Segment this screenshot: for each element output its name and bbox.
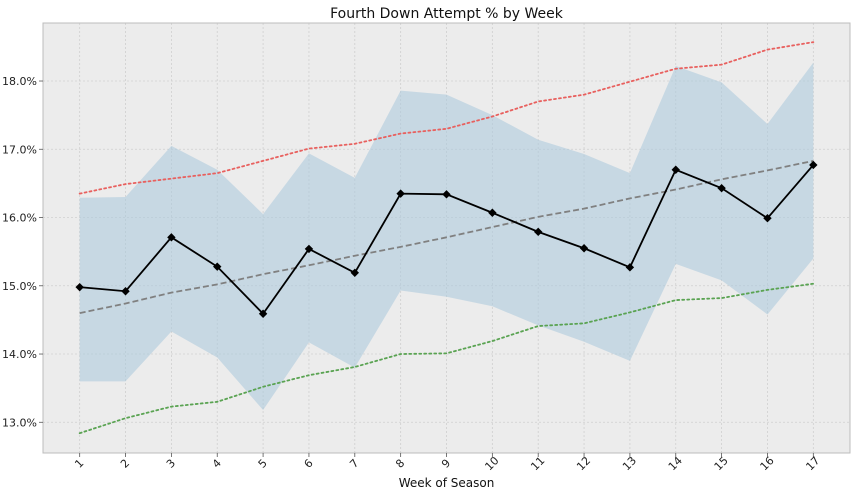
data-point-marker [442, 190, 451, 199]
x-tick-label: 17 [803, 454, 822, 473]
x-tick-label: 10 [482, 454, 501, 473]
data-point-marker [350, 268, 359, 278]
x-tick-label: 9 [439, 457, 453, 471]
y-tick-label: 17.0% [2, 143, 37, 156]
x-tick-label: 14 [666, 454, 685, 473]
x-tick-label: 15 [712, 454, 731, 473]
confidence-band [79, 62, 814, 410]
data-point-marker [213, 262, 222, 271]
confidence-band-layer [79, 62, 814, 410]
y-tick-label: 13.0% [2, 416, 37, 429]
x-axis-label: Week of Season [399, 476, 495, 490]
x-tick-label: 3 [164, 457, 178, 471]
data-point-marker [579, 244, 589, 253]
x-tick-label: 4 [210, 457, 224, 471]
x-tick-label: 7 [347, 457, 361, 471]
trend-line [79, 159, 814, 314]
data-point-marker [488, 208, 497, 217]
y-tick-label: 15.0% [2, 280, 37, 293]
data-point-marker [258, 309, 268, 318]
x-tick-label: 6 [302, 457, 316, 471]
x-tick-label: 5 [256, 457, 270, 471]
y-tick-label: 18.0% [2, 75, 37, 88]
lower-bound-line [78, 282, 815, 435]
data-point-marker [763, 214, 772, 223]
y-tick-label: 14.0% [2, 348, 37, 361]
data-point-marker [809, 160, 818, 170]
x-tick-label: 11 [528, 454, 547, 473]
x-tick-label: 2 [118, 457, 132, 471]
data-point-marker [167, 233, 176, 242]
x-tick-label: 1 [72, 457, 86, 471]
data-point-marker [304, 244, 314, 254]
data-point-marker [671, 165, 680, 174]
upper-bound-line [78, 41, 815, 195]
chart-title: Fourth Down Attempt % by Week [330, 6, 564, 22]
x-tick-label: 12 [574, 454, 593, 473]
data-point-marker [396, 189, 405, 198]
data-point-marker [625, 263, 635, 272]
y-tick-label: 16.0% [2, 212, 37, 225]
data-point-marker [534, 227, 543, 237]
data-point-marker [717, 183, 726, 193]
data-point-marker [75, 282, 84, 292]
x-tick-label: 16 [758, 454, 777, 473]
x-tick-label: 8 [393, 457, 407, 471]
series-markers-layer [75, 160, 818, 318]
x-tick-label: 13 [620, 454, 639, 473]
data-point-marker [121, 287, 130, 296]
